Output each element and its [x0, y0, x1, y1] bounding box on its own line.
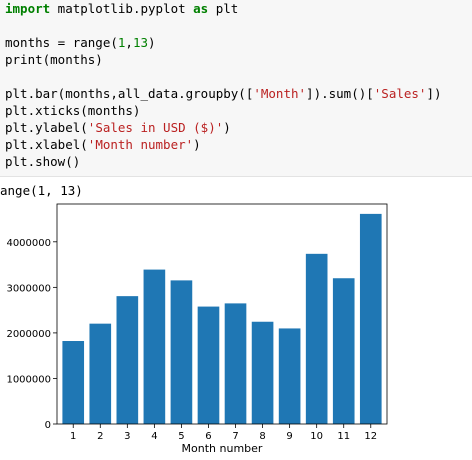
code-line: print(months)	[5, 51, 103, 68]
x-axis-label: Month number	[182, 442, 263, 455]
code-line: months = range(1,13)	[5, 34, 156, 51]
x-tick-label: 2	[97, 431, 103, 442]
code-token: ,	[125, 35, 133, 50]
code-token: plt.xticks(months)	[5, 103, 141, 118]
code-token: as	[193, 1, 209, 16]
x-axis: 1 2 3 4 5 6 7 8 9 10 11 12	[70, 424, 377, 442]
plot-frame	[56, 203, 388, 425]
code-token: 1	[117, 35, 126, 50]
y-tick-label: 2000000	[6, 329, 51, 340]
code-token: ])	[426, 86, 442, 101]
code-line: plt.xticks(months)	[5, 102, 140, 119]
bar-month-4	[143, 269, 166, 424]
bar-month-12	[359, 213, 382, 424]
code-token: )	[193, 137, 201, 152]
code-token: plt.xlabel(	[5, 137, 88, 152]
code-token: print(months)	[5, 52, 103, 67]
y-tick-label: 1000000	[6, 374, 51, 385]
code-token: )	[223, 120, 231, 135]
code-token: matplotlib.pyplot	[50, 1, 194, 16]
x-tick-label: 1	[70, 431, 76, 442]
code-token: plt.bar(months,all_data.groupby([	[5, 86, 254, 101]
x-tick-label: 10	[310, 431, 323, 442]
code-token: 'Sales'	[373, 86, 427, 101]
bar-month-11	[332, 278, 355, 424]
code-line: plt.show()	[5, 153, 80, 170]
y-axis: 0 1000000 2000000 3000000 4000000	[6, 238, 57, 431]
x-tick-label: 5	[178, 431, 184, 442]
code-token: 13	[132, 35, 149, 50]
bar-month-7	[224, 303, 247, 424]
bar-month-6	[197, 306, 220, 424]
bar-month-1	[62, 341, 85, 424]
x-tick-label: 6	[205, 431, 211, 442]
y-tick-label: 4000000	[6, 238, 51, 249]
code-token: 'Month number'	[87, 137, 194, 152]
bar-month-2	[89, 323, 112, 424]
code-token: import	[5, 1, 51, 16]
y-tick-label: 3000000	[6, 283, 51, 294]
code-line: import matplotlib.pyplot as plt	[5, 0, 238, 17]
y-tick-label: 0	[45, 420, 51, 431]
code-cell[interactable]: import matplotlib.pyplot as plt months = …	[0, 0, 472, 177]
code-token: months = range(	[5, 35, 118, 50]
code-token: plt.ylabel(	[5, 120, 88, 135]
print-output: ange(1, 13)	[0, 183, 83, 198]
x-tick-label: 7	[232, 431, 238, 442]
x-tick-label: 12	[364, 431, 377, 442]
x-tick-label: 3	[124, 431, 130, 442]
code-token: ]).sum()[	[306, 86, 374, 101]
x-tick-label: 9	[286, 431, 292, 442]
bar-month-10	[305, 253, 328, 424]
bar-month-9	[278, 328, 301, 424]
bars-group	[62, 213, 382, 424]
code-token: plt	[208, 1, 239, 16]
code-line: plt.xlabel('Month number')	[5, 136, 201, 153]
bar-month-5	[170, 280, 193, 424]
code-token: )	[148, 35, 156, 50]
bar-month-8	[251, 321, 274, 424]
bar-month-3	[116, 296, 139, 424]
code-token: 'Month'	[253, 86, 307, 101]
code-line: plt.ylabel('Sales in USD ($)')	[5, 119, 231, 136]
code-token: 'Sales in USD ($)'	[87, 120, 224, 135]
code-line: plt.bar(months,all_data.groupby(['Month'…	[5, 85, 442, 102]
x-tick-label: 4	[151, 431, 157, 442]
x-tick-label: 11	[337, 431, 350, 442]
code-token: plt.show()	[5, 154, 81, 169]
x-tick-label: 8	[259, 431, 265, 442]
